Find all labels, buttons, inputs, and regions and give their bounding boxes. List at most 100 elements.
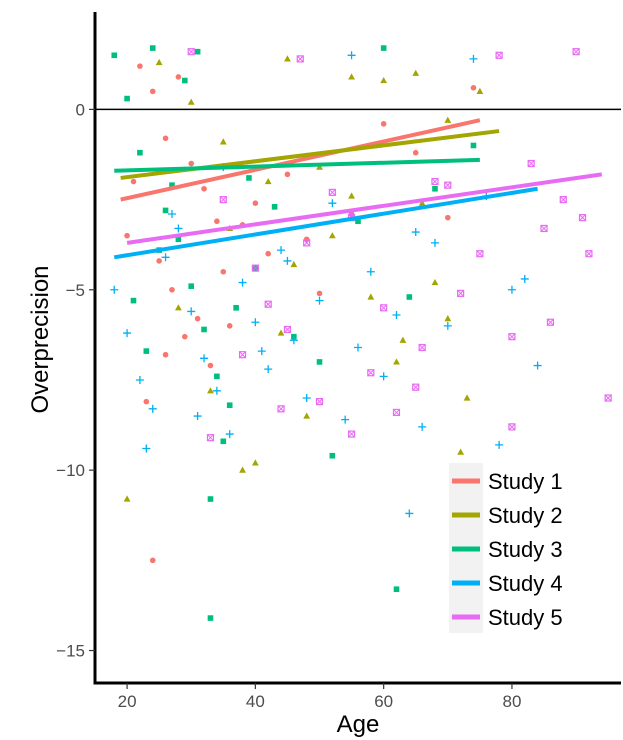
data-point-box — [527, 159, 535, 168]
data-point — [393, 358, 400, 365]
data-point — [135, 375, 144, 384]
fit-lines — [113, 118, 603, 260]
data-point — [188, 160, 195, 167]
series-5-points — [187, 48, 612, 442]
data-point-box — [219, 195, 227, 204]
data-point — [188, 283, 195, 289]
data-point — [315, 398, 324, 406]
data-point-box — [495, 51, 503, 59]
data-point — [347, 430, 356, 438]
data-point-box — [585, 250, 593, 258]
data-point — [200, 354, 209, 363]
data-point-cross — [604, 394, 612, 402]
data-point-cross — [457, 290, 464, 297]
chart-marks — [110, 45, 612, 621]
data-point — [431, 177, 439, 186]
data-point — [220, 438, 227, 445]
data-point — [161, 253, 170, 262]
data-point — [289, 336, 298, 345]
data-point-cross — [572, 48, 580, 56]
data-point — [444, 315, 452, 322]
data-point — [296, 55, 304, 63]
data-point — [194, 48, 201, 55]
data-point — [430, 238, 439, 247]
data-point — [246, 175, 252, 181]
data-point-box — [187, 48, 195, 56]
data-point — [328, 232, 336, 239]
data-point — [143, 348, 150, 354]
data-point-box — [303, 239, 311, 247]
data-point-cross — [316, 398, 323, 405]
data-point — [341, 415, 350, 424]
data-point-box — [296, 55, 304, 63]
data-point — [124, 95, 130, 102]
data-point — [572, 48, 580, 56]
data-point — [169, 286, 175, 293]
fit-line-series-4 — [113, 186, 538, 260]
data-point-cross — [328, 189, 336, 196]
data-point — [137, 63, 143, 69]
data-point-box — [392, 408, 401, 417]
data-point-cross — [559, 196, 567, 203]
data-point — [167, 210, 176, 219]
data-point — [251, 318, 260, 327]
legend-label-4: Study 4 — [488, 571, 563, 596]
x-tick-label: 60 — [374, 692, 393, 711]
data-point-cross — [508, 333, 516, 341]
data-point — [156, 258, 162, 264]
data-point — [355, 218, 361, 225]
data-point-box — [604, 394, 612, 402]
data-point — [111, 52, 118, 59]
data-point — [405, 509, 414, 518]
legend-label-3: Study 3 — [488, 537, 563, 562]
data-point — [411, 228, 420, 237]
y-axis-title: Overprecision — [27, 265, 54, 413]
data-point-cross — [476, 250, 484, 258]
data-point — [257, 347, 266, 356]
x-tick-label: 80 — [502, 692, 521, 711]
data-point-cross — [296, 55, 304, 63]
data-point — [392, 408, 401, 417]
data-point — [110, 285, 119, 294]
data-point — [354, 343, 362, 352]
data-point — [123, 495, 131, 502]
data-point — [271, 204, 278, 210]
data-point-box — [238, 351, 247, 359]
data-point — [380, 304, 388, 312]
data-point — [348, 73, 355, 80]
data-point — [443, 321, 452, 330]
data-point — [604, 394, 612, 402]
data-point — [226, 323, 233, 329]
data-point-cross — [579, 214, 586, 221]
data-point — [265, 250, 271, 257]
fit-line-series-5 — [126, 172, 603, 245]
data-point — [182, 333, 188, 340]
data-point-cross — [348, 430, 355, 438]
data-point — [444, 116, 452, 123]
data-point — [457, 289, 465, 297]
data-point — [238, 351, 247, 359]
data-point — [406, 294, 413, 300]
data-point — [315, 296, 324, 305]
data-point — [367, 369, 375, 377]
data-point — [169, 182, 175, 188]
data-point — [328, 188, 336, 196]
data-point — [130, 178, 137, 185]
data-point — [463, 394, 471, 401]
data-point-cross — [207, 434, 214, 442]
data-point — [162, 207, 169, 214]
data-point — [303, 412, 311, 419]
data-point — [207, 615, 214, 621]
data-point — [149, 88, 156, 95]
data-point — [399, 336, 407, 343]
data-point — [432, 185, 438, 192]
data-point — [559, 195, 567, 204]
data-point — [366, 267, 375, 276]
data-point-cross — [444, 181, 452, 189]
data-point — [508, 423, 516, 431]
data-point — [412, 383, 420, 391]
data-point-box — [328, 188, 336, 196]
data-point — [507, 285, 516, 294]
data-point-box — [444, 181, 452, 189]
